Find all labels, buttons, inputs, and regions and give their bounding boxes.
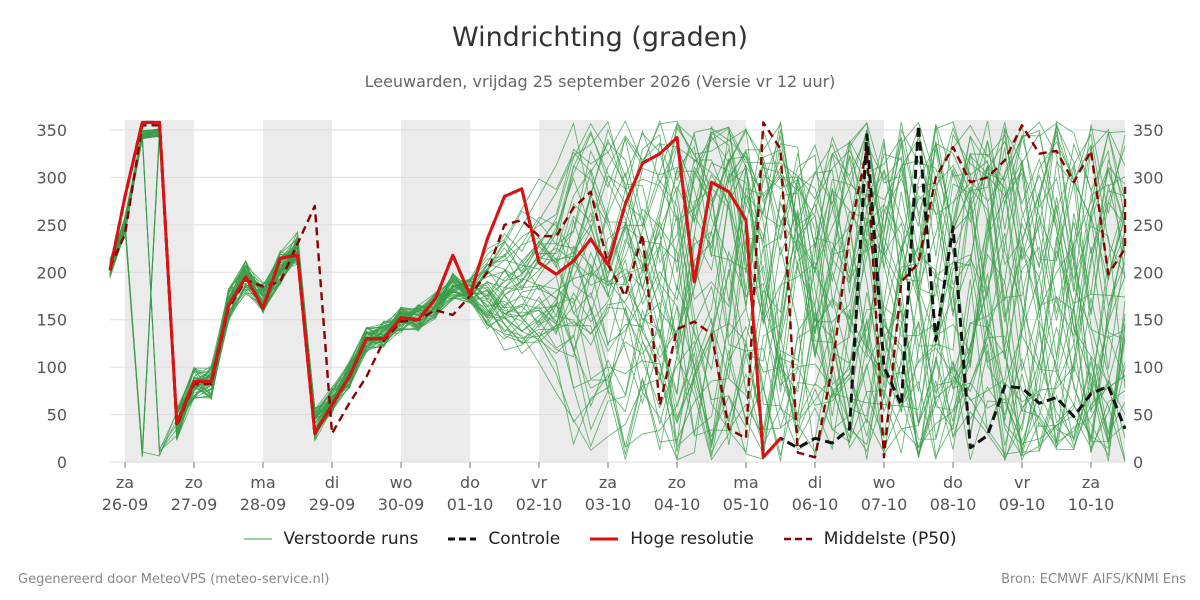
x-tick-date: 07-10 — [861, 495, 908, 514]
x-tick-date: 10-10 — [1068, 495, 1115, 514]
y-tick-label: 50 — [1133, 406, 1153, 425]
weekend-band — [401, 120, 470, 462]
ensemble-member-line — [109, 131, 1126, 450]
x-tick-day: za — [1082, 473, 1100, 492]
y-tick-label: 0 — [57, 453, 67, 472]
ensemble-member-line — [109, 124, 1126, 454]
x-axis: za 26-09 zo 27-09 ma 28-09 di 29-09 wo 30-09 do 01-… — [102, 462, 1115, 514]
legend-swatch-ensemble — [243, 538, 272, 540]
y-tick-label: 50 — [47, 406, 67, 425]
x-tick-day: vr — [1014, 473, 1030, 492]
hoge-resolutie-line — [108, 120, 782, 459]
y-tick-label: 200 — [36, 263, 67, 282]
legend: Verstoorde runs Controle Hoge resolutie … — [0, 529, 1200, 549]
y-tick-label: 150 — [36, 311, 67, 330]
x-tick-day: di — [325, 473, 340, 492]
ensemble-member-line — [109, 121, 1126, 462]
legend-swatch-middelste — [783, 537, 812, 541]
x-tick-date: 30-09 — [378, 495, 425, 514]
x-tick-day: zo — [185, 473, 203, 492]
x-tick-day: za — [599, 473, 617, 492]
y-tick-label: 350 — [36, 121, 67, 140]
x-tick-day: za — [116, 473, 134, 492]
y-tick-label: 350 — [1133, 121, 1164, 140]
x-tick-date: 06-10 — [792, 495, 839, 514]
y-tick-label: 300 — [1133, 168, 1164, 187]
y-tick-label: 200 — [1133, 263, 1164, 282]
y-tick-label: 300 — [36, 168, 67, 187]
y-tick-label: 250 — [36, 216, 67, 235]
x-tick-date: 27-09 — [171, 495, 218, 514]
y-axis-right: 0 50 100 150 200 250 300 350 — [1133, 121, 1164, 472]
legend-label: Verstoorde runs — [283, 529, 419, 549]
y-axis-left: 0 50 100 150 200 250 300 350 — [36, 121, 67, 472]
footer-generator: Gegenereerd door MeteoVPS (meteo-service… — [18, 572, 330, 587]
ensemble-member-line — [109, 129, 1126, 440]
legend-item-controle: Controle — [448, 529, 560, 549]
ensemble-member-line — [109, 129, 1126, 455]
x-tick-date: 03-10 — [585, 495, 632, 514]
middelste-p50-line — [108, 121, 1127, 459]
ensemble-member-line — [109, 130, 1126, 460]
x-tick-date: 02-10 — [516, 495, 563, 514]
x-tick-day: ma — [733, 473, 758, 492]
x-tick-date: 01-10 — [447, 495, 494, 514]
legend-label: Controle — [488, 529, 561, 549]
y-tick-label: 150 — [1133, 311, 1164, 330]
chart-subtitle: Leeuwarden, vrijdag 25 september 2026 (V… — [364, 72, 836, 91]
x-tick-date: 08-10 — [930, 495, 977, 514]
y-tick-label: 100 — [1133, 358, 1164, 377]
x-tick-date: 29-09 — [309, 495, 356, 514]
x-tick-date: 09-10 — [999, 495, 1046, 514]
ensemble-member-line — [109, 126, 1126, 437]
legend-item-verstoorde-runs: Verstoorde runs — [243, 529, 419, 549]
x-tick-date: 04-10 — [654, 495, 701, 514]
legend-swatch-controle — [448, 537, 477, 541]
x-tick-day: vr — [531, 473, 547, 492]
x-tick-day: ma — [250, 473, 275, 492]
legend-label: Middelste (P50) — [823, 529, 957, 549]
x-tick-day: wo — [390, 473, 413, 492]
y-tick-label: 0 — [1133, 453, 1143, 472]
x-tick-day: do — [943, 473, 963, 492]
x-tick-date: 05-10 — [723, 495, 770, 514]
x-tick-day: zo — [668, 473, 686, 492]
legend-item-middelste: Middelste (P50) — [783, 529, 957, 549]
chart-title: Windrichting (graden) — [451, 22, 749, 53]
x-tick-day: do — [460, 473, 480, 492]
ensemble-member-line — [109, 120, 1126, 441]
x-tick-day: wo — [873, 473, 896, 492]
ensemble-member-line — [109, 121, 1126, 461]
x-tick-date: 26-09 — [102, 495, 149, 514]
x-tick-day: di — [808, 473, 823, 492]
ensemble-member-line — [109, 119, 1126, 457]
legend-item-hoge-resolutie: Hoge resolutie — [590, 529, 754, 549]
x-tick-date: 28-09 — [240, 495, 287, 514]
ensemble-member-line — [109, 128, 1126, 444]
y-tick-label: 250 — [1133, 216, 1164, 235]
legend-swatch-hoge-resolutie — [590, 537, 619, 541]
main-series — [108, 120, 1127, 459]
controle-line — [108, 120, 1127, 459]
y-tick-label: 100 — [36, 358, 67, 377]
footer-source: Bron: ECMWF AIFS/KNMI Ens — [1001, 572, 1186, 587]
legend-label: Hoge resolutie — [630, 529, 754, 549]
